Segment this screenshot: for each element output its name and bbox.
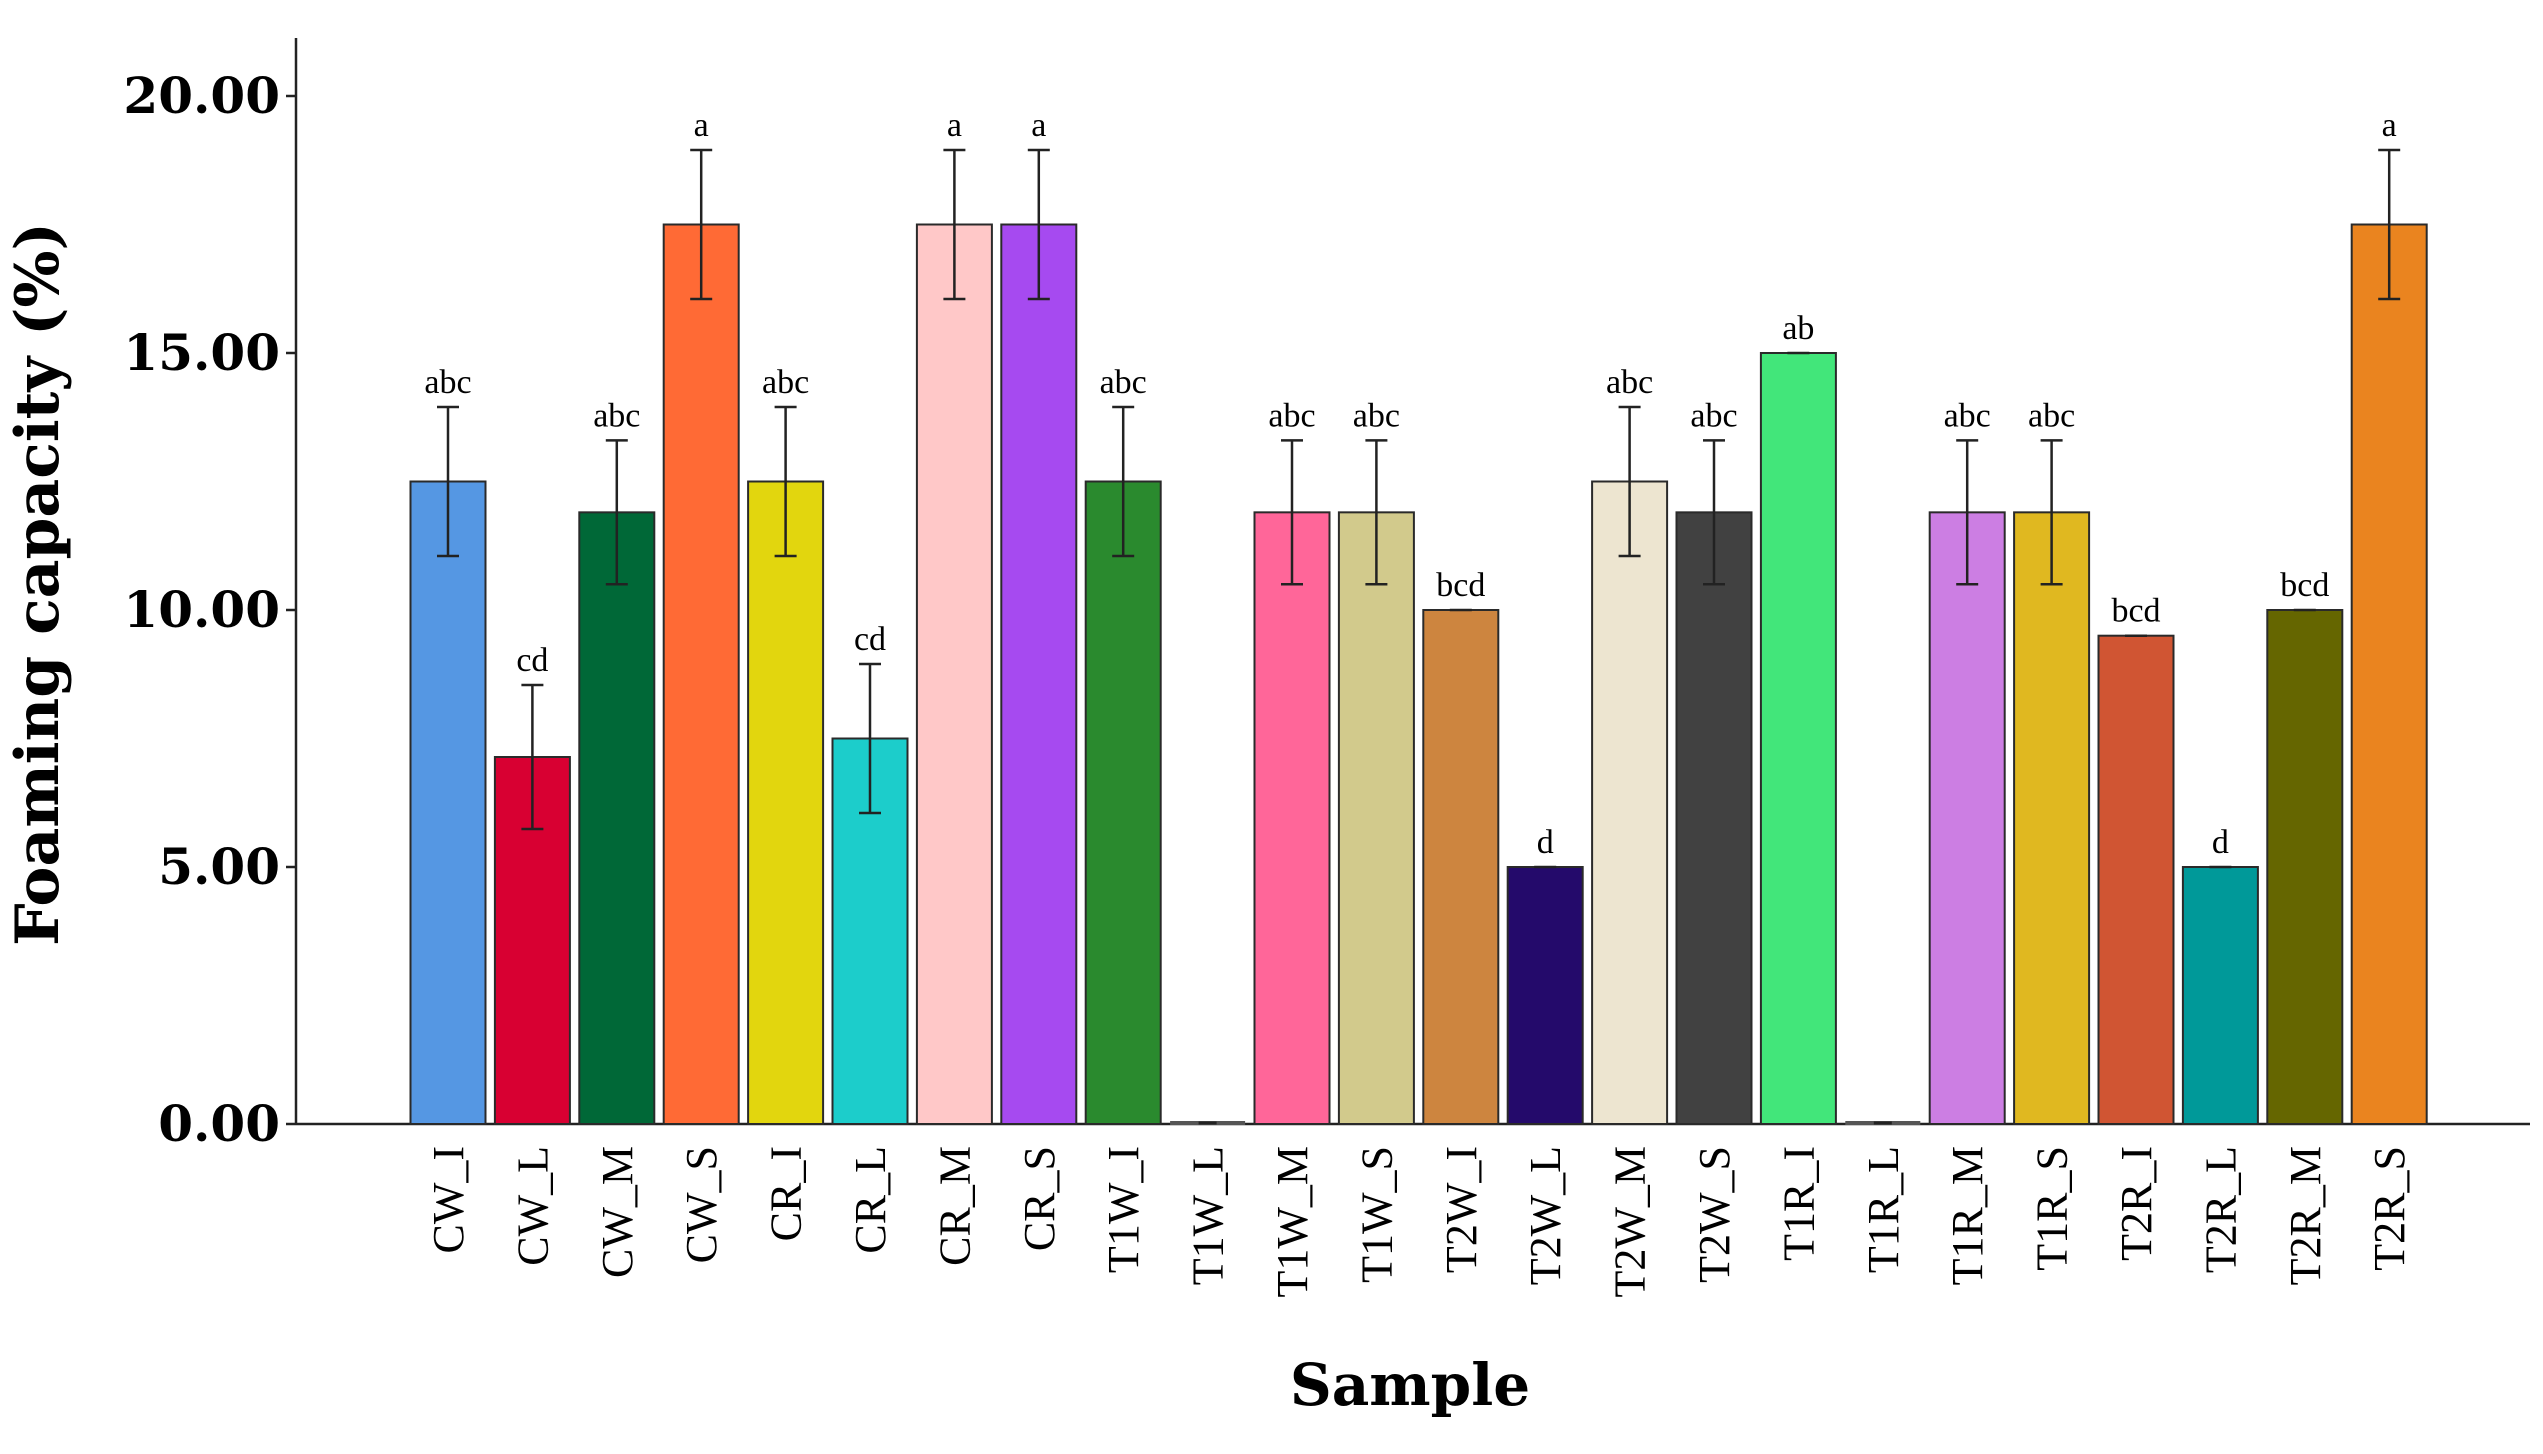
x-tick-label-T2R_I: T2R_I — [2112, 1146, 2161, 1261]
bar-T1R_I — [1759, 352, 1837, 1125]
bar-T2W_I — [1422, 609, 1500, 1125]
bar-T1R_M — [1928, 511, 2006, 1125]
bar-T1W_I — [1084, 480, 1162, 1125]
significance-label-T2W_I: bcd — [1436, 567, 1485, 604]
x-tick-label-CW_L: CW_L — [508, 1146, 557, 1266]
significance-label-T2W_L: d — [1537, 824, 1554, 861]
x-tick-label-CR_I: CR_I — [762, 1146, 811, 1241]
bar-CW_M — [578, 511, 656, 1125]
x-tick-label-CW_I: CW_I — [424, 1146, 473, 1254]
error-bars — [437, 148, 2401, 1125]
bar-T2R_S — [2350, 223, 2428, 1125]
bars — [409, 223, 2428, 1126]
significance-label-CW_I: abc — [424, 364, 471, 401]
bar-CR_I — [747, 480, 825, 1125]
significance-label-T1R_M: abc — [1944, 397, 1991, 434]
bar-CR_S — [1000, 223, 1078, 1125]
significance-label-T2R_L: d — [2212, 824, 2229, 861]
bar-T2W_M — [1591, 480, 1669, 1125]
bar-T2W_S — [1675, 511, 1753, 1125]
bar-CW_I — [409, 480, 487, 1125]
x-tick-label-T2W_M: T2W_M — [1606, 1146, 1655, 1298]
y-axis-label: Foaming capacity (%) — [3, 222, 73, 946]
significance-label-T1R_I: ab — [1782, 310, 1814, 347]
significance-label-T2R_M: bcd — [2280, 567, 2329, 604]
x-category-labels: CW_I CW_L CW_M CW_S CR_I CR_L CR_M CR_S T1W_I T1W… — [424, 1146, 2414, 1298]
x-tick-label-CW_S: CW_S — [677, 1146, 726, 1263]
y-tick-labels: 0.00 5.00 10.00 15.00 20.00 — [123, 66, 280, 1153]
bar-CW_S — [662, 223, 740, 1125]
x-tick-label-CW_M: CW_M — [593, 1146, 642, 1278]
bar-T2R_M — [2266, 609, 2344, 1125]
x-tick-label-T2W_S: T2W_S — [1690, 1146, 1739, 1283]
x-axis-label: Sample — [1290, 1351, 1530, 1419]
significance-label-T1W_M: abc — [1268, 397, 1315, 434]
y-tick-label: 5.00 — [158, 837, 280, 896]
x-tick-label-T1R_M: T1R_M — [1943, 1146, 1992, 1285]
bar-T2R_I — [2097, 634, 2175, 1125]
bar-T1W_S — [1337, 511, 1415, 1125]
significance-label-T2R_I: bcd — [2111, 593, 2160, 630]
y-tick-label: 20.00 — [123, 66, 280, 125]
bar-CR_M — [915, 223, 993, 1125]
bar-T1W_M — [1253, 511, 1331, 1125]
x-tick-label-T2W_I: T2W_I — [1437, 1146, 1486, 1273]
x-tick-label-T2R_S: T2R_S — [2365, 1146, 2414, 1271]
x-tick-label-T1W_L: T1W_L — [1184, 1146, 1233, 1285]
significance-label-CW_M: abc — [593, 397, 640, 434]
significance-label-CR_L: cd — [854, 621, 886, 658]
x-tick-label-CR_S: CR_S — [1015, 1146, 1064, 1251]
significance-label-CW_S: a — [694, 107, 709, 144]
y-tick-label: 0.00 — [158, 1094, 280, 1153]
significance-label-CW_L: cd — [516, 642, 548, 679]
x-tick-label-T1R_S: T1R_S — [2028, 1146, 2077, 1271]
x-tick-label-T1W_I: T1W_I — [1099, 1146, 1148, 1273]
y-tick-label: 15.00 — [123, 323, 280, 382]
significance-label-T1W_S: abc — [1353, 397, 1400, 434]
x-tick-label-CR_L: CR_L — [846, 1146, 895, 1254]
x-tick-label-T2W_L: T2W_L — [1521, 1146, 1570, 1285]
bar-T2W_L — [1506, 866, 1584, 1125]
bar-T2R_L — [2181, 866, 2259, 1125]
significance-label-T1W_I: abc — [1100, 364, 1147, 401]
significance-label-CR_S: a — [1031, 107, 1046, 144]
bar-T1R_S — [2013, 511, 2091, 1125]
significance-label-T2W_S: abc — [1690, 397, 1737, 434]
x-tick-label-T1R_L: T1R_L — [1859, 1146, 1908, 1273]
significance-label-T1R_S: abc — [2028, 397, 2075, 434]
significance-label-CR_I: abc — [762, 364, 809, 401]
x-tick-label-T1R_I: T1R_I — [1774, 1146, 1823, 1261]
x-tick-label-T2R_M: T2R_M — [2281, 1146, 2330, 1285]
x-tick-label-CR_M: CR_M — [930, 1146, 979, 1266]
x-tick-label-T1W_S: T1W_S — [1352, 1146, 1401, 1283]
x-tick-label-T2R_L: T2R_L — [2196, 1146, 2245, 1273]
significance-label-CR_M: a — [947, 107, 962, 144]
significance-label-T2R_S: a — [2382, 107, 2397, 144]
x-tick-label-T1W_M: T1W_M — [1268, 1146, 1317, 1298]
y-tick-label: 10.00 — [123, 580, 280, 639]
significance-label-T2W_M: abc — [1606, 364, 1653, 401]
